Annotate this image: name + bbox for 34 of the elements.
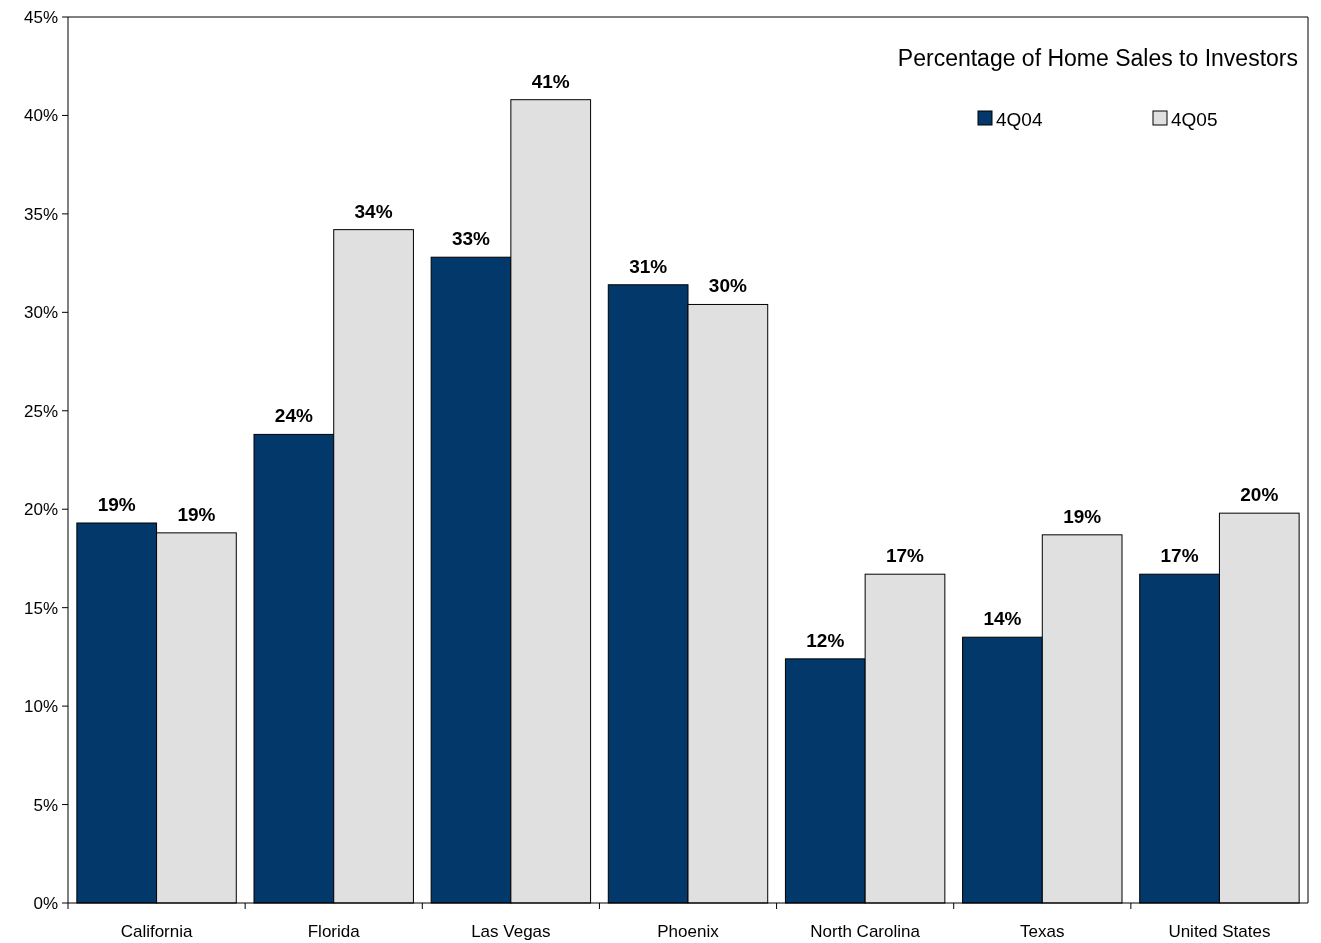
y-tick-label: 5% bbox=[33, 795, 58, 815]
x-tick-label: Florida bbox=[307, 922, 361, 941]
data-label: 24% bbox=[274, 405, 313, 427]
data-label: 31% bbox=[629, 255, 668, 277]
y-tick-label: 35% bbox=[23, 204, 58, 224]
data-label: 33% bbox=[451, 228, 491, 250]
y-tick-label: 45% bbox=[23, 7, 58, 27]
y-tick-label: 25% bbox=[23, 401, 58, 421]
data-label: 14% bbox=[983, 608, 1022, 630]
x-tick-label: North Carolina bbox=[810, 922, 921, 941]
legend-label: 4Q05 bbox=[1171, 108, 1218, 130]
data-label: 19% bbox=[1063, 505, 1102, 527]
y-tick-label: 0% bbox=[33, 893, 58, 913]
y-tick-label: 20% bbox=[23, 500, 58, 520]
data-label: 30% bbox=[708, 275, 747, 297]
y-tick-label: 10% bbox=[23, 697, 58, 717]
data-label: 34% bbox=[354, 200, 393, 222]
data-label: 20% bbox=[1240, 484, 1279, 506]
data-label: 41% bbox=[531, 70, 570, 92]
x-tick-label: Phoenix bbox=[657, 922, 720, 941]
y-tick-label: 15% bbox=[23, 598, 58, 618]
data-label: 17% bbox=[885, 545, 925, 567]
data-label: 19% bbox=[177, 503, 216, 525]
data-label: 17% bbox=[1160, 545, 1199, 567]
legend-label: 4Q04 bbox=[996, 108, 1043, 130]
text: Percentage of Home Sales to Investors bbox=[897, 45, 1298, 71]
x-tick-label: California bbox=[120, 922, 194, 941]
x-tick-label: Las Vegas bbox=[471, 922, 551, 941]
x-tick-label: Texas bbox=[1020, 922, 1065, 941]
y-tick-label: 30% bbox=[23, 303, 58, 323]
data-label: 12% bbox=[806, 629, 845, 651]
x-tick-label: United States bbox=[1168, 922, 1271, 941]
data-label: 19% bbox=[97, 494, 136, 515]
y-tick-label: 40% bbox=[23, 106, 58, 126]
